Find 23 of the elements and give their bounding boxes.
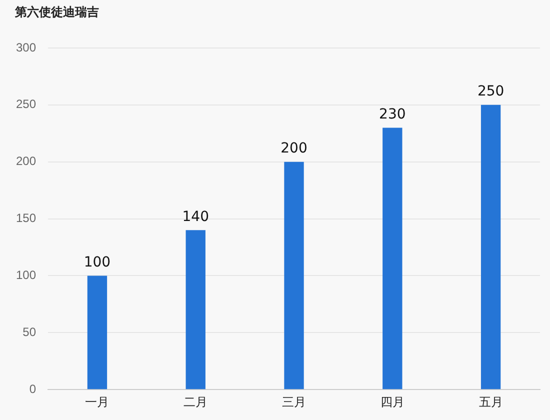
y-tick-label: 100 [16,268,36,282]
data-label: 100 [84,254,111,270]
bar [480,104,501,390]
data-label: 250 [477,84,504,100]
y-tick-label: 300 [16,40,36,54]
y-tick-label: 200 [16,154,36,168]
bar [87,276,108,390]
x-tick-label: 二月 [184,395,208,410]
data-label: 140 [182,208,209,225]
bar [284,162,304,390]
x-tick-label: 五月 [478,395,503,410]
x-tick-label: 一月 [85,395,110,410]
x-tick-label: 四月 [380,395,404,410]
bar [382,128,402,390]
y-tick-label: 250 [16,97,36,112]
data-label: 200 [280,140,308,157]
data-label: 230 [379,106,406,122]
y-tick-label: 50 [22,324,36,339]
y-tick-label: 0 [29,382,36,396]
x-tick-label: 三月 [282,395,306,410]
y-tick-label: 150 [16,211,36,226]
chart-title: 第六使徒迪瑞吉 [15,4,99,21]
bar [186,230,206,390]
